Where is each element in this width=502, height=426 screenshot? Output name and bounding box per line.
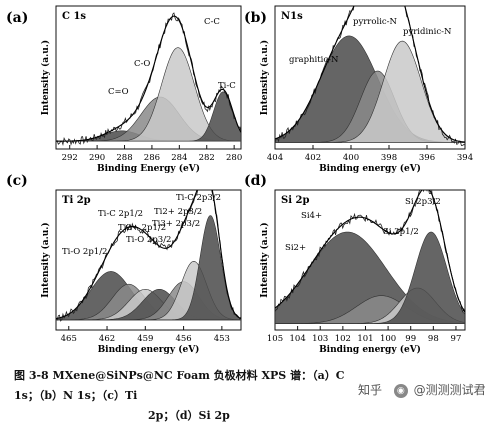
peak-label-pyridinic-n: pyridinic-N: [403, 27, 452, 37]
x-tick-label: 290: [89, 153, 105, 163]
watermark-user: @测测测试君: [413, 383, 486, 397]
x-tick-label: 398: [381, 153, 397, 163]
core-level-label: N1s: [281, 11, 303, 22]
x-tick-label: 100: [380, 334, 396, 344]
peak-label-ti-c-2p3-2: Ti-C 2p3/2: [176, 193, 221, 203]
peak-label-ti-o-2p1-2: Ti-O 2p1/2: [62, 247, 107, 257]
core-level-label: Ti 2p: [62, 195, 91, 206]
x-tick-label: 104: [290, 334, 306, 344]
y-axis-label: Intensity (a.u.): [259, 40, 270, 115]
peak-label-pyrrolic-n: pyrrolic-N: [353, 17, 398, 27]
zhihu-user-icon: ◉: [393, 383, 408, 398]
peak-label-ti-c-2p1-2: Ti-C 2p1/2: [98, 209, 143, 219]
peak-label-ti-c: Ti-C: [218, 81, 236, 91]
peak-si-2p3-2: [275, 231, 465, 324]
panel-letter: (a): [6, 10, 28, 26]
peak-label-c-c: C-C: [204, 17, 220, 27]
core-level-label: C 1s: [62, 11, 86, 22]
peak-ti-c-2p3-2: [56, 215, 241, 321]
peak-label-ti3-2p3-2: Ti3+ 2p3/2: [152, 219, 200, 229]
x-tick-label: 286: [144, 153, 160, 163]
peak-label-si2: Si2+: [285, 243, 306, 253]
x-tick-label: 400: [343, 153, 359, 163]
x-axis-label: Binding energy (eV): [319, 344, 421, 355]
peak-label-graphitic-n: graphitic-N: [289, 55, 339, 65]
x-tick-label: 462: [99, 334, 115, 344]
panel-a-c1s: (a) C 1s 292 290 288 286 284 282 280 Binding Ener…: [6, 5, 242, 174]
x-tick-label: 99: [405, 334, 416, 344]
plot-frame: [274, 189, 466, 331]
peak-pyridinic-n: [275, 40, 465, 143]
peak-label-c-o: C-O: [134, 59, 150, 69]
panel-c-ti2p: (c) Ti 2p 465 462 459 456 453 Binding energy (e…: [6, 173, 242, 355]
plot-frame: [55, 5, 242, 150]
plot-content: [275, 6, 465, 147]
peak-label-si-2p1-2: Si 2p1/2: [383, 227, 419, 237]
peak-label-ti2-2p3-2: Ti2+ 2p3/2: [154, 207, 202, 217]
x-tick-label: 284: [171, 153, 187, 163]
plot-content: [56, 12, 241, 147]
fit-envelope: [275, 6, 465, 143]
figure-caption: 图 3-8 MXene@SiNPs@NC Foam 负极材料 XPS 谱：（a）…: [14, 366, 354, 426]
watermark: 知乎 ◉ @测测测试君: [358, 381, 486, 398]
x-tick-label: 102: [335, 334, 351, 344]
plot-frame: [274, 5, 466, 150]
x-tick-label: 459: [137, 334, 153, 344]
x-tick-label: 101: [357, 334, 373, 344]
watermark-site: 知乎: [358, 383, 383, 397]
fit-envelope: [56, 15, 241, 142]
x-axis-label: Binding energy (eV): [319, 163, 421, 174]
x-tick-label: 282: [199, 153, 215, 163]
x-tick-label: 280: [226, 153, 242, 163]
plot-frame: [55, 189, 242, 331]
fit-envelope: [56, 190, 241, 320]
x-tick-label: 453: [214, 334, 230, 344]
caption-line-1: 图 3-8 MXene@SiNPs@NC Foam 负极材料 XPS 谱：（a）…: [14, 369, 345, 402]
peak-label-si-2p3-2: Si 2p3/2: [405, 197, 441, 207]
y-axis-label: Intensity (a.u.): [40, 40, 51, 115]
core-level-label: Si 2p: [281, 195, 309, 206]
x-tick-label: 404: [267, 153, 283, 163]
caption-line-2: 2p；（d）Si 2p: [148, 409, 230, 422]
panel-letter: (d): [244, 173, 267, 189]
x-tick-label: 288: [116, 153, 132, 163]
x-axis-label: Binding energy (eV): [98, 344, 200, 355]
panel-d-si2p: (d) Si 2p 105 104 103 102 101 100 99 98 97 Binding …: [244, 173, 466, 355]
x-tick-label: 103: [312, 334, 328, 344]
panel-b-n1s: (b) N1s 404 402 400 398 396 394 Binding energy (…: [244, 5, 473, 174]
peak-label-ti-o-2p3-2: Ti-O 2p3/2: [126, 235, 171, 245]
panel-letter: (c): [6, 173, 28, 189]
xps-figure: (a) C 1s 292 290 288 286 284 282 280 Binding Ener…: [6, 5, 473, 355]
y-axis-label: Intensity (a.u.): [259, 222, 270, 297]
x-tick-label: 402: [305, 153, 321, 163]
x-tick-label: 394: [457, 153, 473, 163]
plot-content: [275, 190, 465, 324]
x-tick-label: 292: [62, 153, 78, 163]
peak-label-c-o: C=O: [108, 87, 129, 97]
x-tick-label: 396: [419, 153, 435, 163]
fit-envelope: [275, 190, 465, 313]
x-axis-label: Binding Energy (eV): [97, 163, 200, 174]
y-axis-label: Intensity (a.u.): [40, 222, 51, 297]
x-tick-label: 456: [175, 334, 191, 344]
x-tick-label: 98: [428, 334, 439, 344]
peak-label-si4: Si4+: [301, 211, 322, 221]
x-tick-label: 105: [267, 334, 283, 344]
plot-content: [56, 190, 241, 322]
x-tick-label: 465: [61, 334, 77, 344]
x-tick-label: 97: [451, 334, 462, 344]
panel-letter: (b): [244, 10, 267, 26]
peak-label-ti2-2p1-2: Ti2+ 2p1/2: [118, 223, 166, 233]
